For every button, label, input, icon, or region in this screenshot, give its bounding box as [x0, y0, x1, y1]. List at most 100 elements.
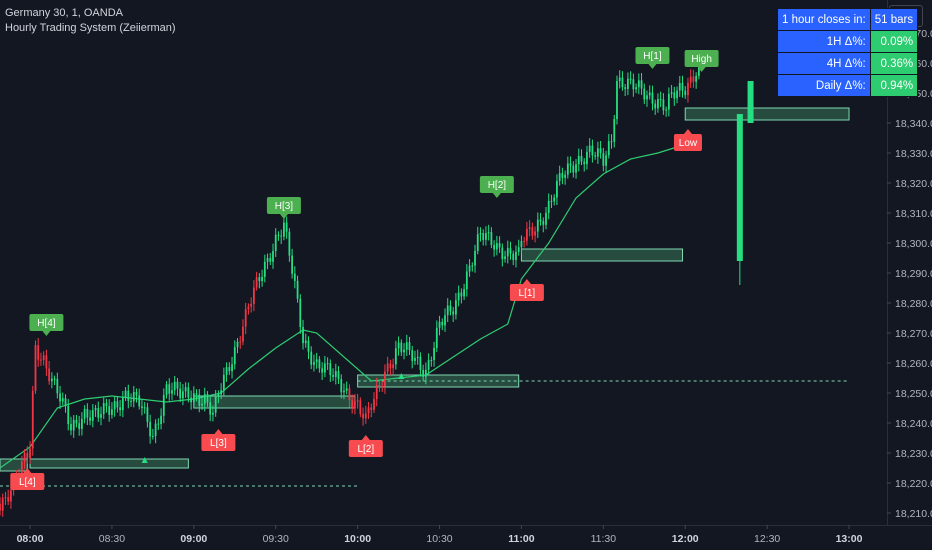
candle-body — [648, 92, 651, 96]
candle-body — [539, 219, 542, 222]
candle-body — [266, 258, 269, 262]
candle-body — [370, 407, 373, 410]
candle-body — [498, 243, 501, 248]
candle-body — [146, 407, 149, 422]
candle-body — [542, 221, 545, 225]
price-tick-label: 18,270.0 — [895, 328, 932, 340]
candles — [0, 53, 700, 517]
time-tick-label: 09:30 — [263, 533, 289, 545]
candle-body — [468, 265, 471, 272]
price-tick-label: 18,230.0 — [895, 448, 932, 460]
pivot-label-text: L[4] — [19, 477, 36, 488]
symbol-title: Germany 30, 1, OANDA — [5, 7, 123, 19]
candle-body — [430, 360, 433, 362]
candle-body — [116, 401, 119, 408]
candle-body — [190, 397, 192, 403]
candle-body — [1, 497, 4, 511]
pivot-high-label — [635, 47, 670, 64]
time-tick-label: 12:30 — [754, 533, 780, 545]
candle-body — [307, 340, 310, 352]
candle-body — [94, 408, 97, 411]
price-tick-label: 18,240.0 — [895, 418, 932, 430]
candle-body — [10, 490, 12, 502]
candle-body — [575, 164, 577, 173]
candle-body — [304, 340, 307, 344]
time-axis[interactable]: 08:00 08:30 09:00 09:30 10:00 10:30 11:00 11:30… — [0, 525, 932, 545]
pivot-pointer — [279, 214, 288, 219]
candle-body — [547, 200, 550, 213]
candle-body — [449, 305, 452, 312]
candle-body — [321, 368, 324, 373]
candle-body — [435, 327, 438, 348]
candle-body — [323, 363, 326, 373]
candle-body — [373, 399, 375, 410]
candle-body — [310, 351, 313, 365]
candle-body — [231, 364, 233, 372]
candle-body — [261, 276, 263, 282]
candle-body — [605, 155, 607, 166]
candle-body — [203, 394, 206, 404]
candle-body — [102, 403, 105, 415]
candle-body — [408, 342, 411, 351]
candle-body — [616, 81, 618, 120]
candle-body — [599, 148, 602, 154]
candle-body — [149, 421, 152, 437]
candle-body — [340, 379, 343, 393]
candle-body — [515, 251, 517, 260]
candle-body — [665, 109, 668, 111]
pivot-pointer — [697, 67, 706, 72]
info-label: 4H Δ%: — [777, 52, 871, 75]
candle-body — [141, 406, 143, 409]
candle-body — [356, 400, 359, 402]
candle-body — [31, 390, 34, 449]
candle-body — [160, 415, 162, 425]
candle-body — [364, 413, 367, 419]
time-tick-label: 09:00 — [180, 533, 207, 545]
candle-body — [250, 303, 253, 307]
candle-body — [135, 392, 138, 396]
candle-body — [624, 87, 627, 89]
candle-body — [198, 394, 201, 406]
candle-body — [419, 356, 422, 370]
pivot-pointer — [42, 331, 51, 336]
candle-body — [195, 393, 198, 395]
candle-body — [89, 417, 91, 421]
pivot-low-label — [673, 134, 702, 151]
candle-body — [288, 231, 291, 256]
candle-body — [506, 248, 509, 257]
candle-body — [512, 253, 515, 260]
candle-body — [495, 243, 498, 250]
candle-body — [206, 394, 209, 403]
candle-body — [326, 363, 329, 365]
candle-body — [111, 409, 113, 415]
candle-body — [23, 452, 26, 462]
pivot-high-label — [29, 314, 64, 331]
candle-body — [233, 347, 236, 365]
candle-body — [433, 347, 435, 361]
pivot-labels: H[4] L[4] L[3] H[3] L[2] H[2] L[1] H[1] High Low — [10, 47, 719, 490]
candle-body — [334, 371, 337, 377]
pivot-label-text: H[4] — [37, 318, 56, 329]
candle-body — [48, 368, 51, 382]
info-label: Daily Δ%: — [777, 74, 871, 97]
candle-body — [596, 148, 599, 157]
candle-body — [676, 90, 678, 99]
candle-body — [100, 414, 102, 418]
time-tick-label: 13:00 — [836, 533, 863, 545]
pivot-label-text: H[3] — [275, 201, 294, 212]
candle-body — [564, 174, 567, 178]
pivot-pointer — [23, 468, 32, 473]
candle-body — [127, 390, 130, 401]
candle-body — [121, 397, 124, 411]
candle-body — [438, 321, 441, 328]
candle-body — [171, 390, 173, 394]
candle-body — [569, 163, 572, 166]
pivot-low-label — [10, 473, 45, 490]
candle-body — [610, 141, 613, 143]
candle-body — [151, 435, 154, 437]
candle-body — [318, 359, 321, 369]
candle-body — [588, 145, 591, 152]
candle-body — [643, 88, 646, 100]
candle-body — [657, 99, 659, 109]
candle-body — [545, 212, 547, 225]
